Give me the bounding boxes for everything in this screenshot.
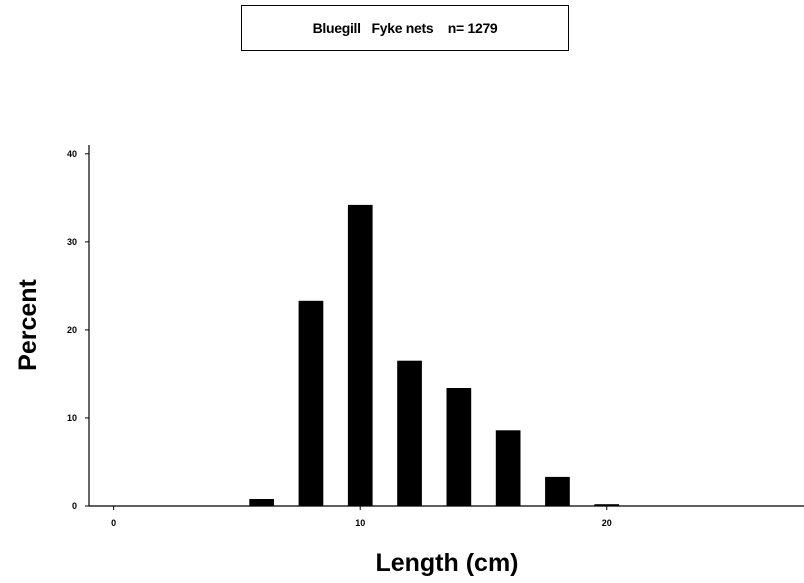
y-tick-label: 40	[67, 149, 77, 159]
bar-16	[495, 430, 521, 506]
bars-group	[249, 204, 620, 506]
y-tick-label: 30	[67, 237, 77, 247]
x-tick-label: 20	[602, 518, 612, 528]
bar-8	[298, 300, 324, 506]
x-tick-label: 10	[355, 518, 365, 528]
chart-title: Bluegill Fyke nets n= 1279	[241, 5, 569, 51]
bar-14	[446, 388, 472, 506]
x-ticks-group: 0 10 20	[111, 506, 612, 528]
x-tick-label: 0	[111, 518, 116, 528]
y-ticks-group: 0 10 20 30 40	[67, 149, 89, 511]
bar-10	[347, 204, 373, 506]
y-tick-label: 20	[67, 325, 77, 335]
bar-18	[545, 476, 570, 506]
bar-20	[594, 504, 620, 506]
y-tick-label: 0	[72, 501, 77, 511]
bar-6	[249, 499, 274, 506]
y-tick-label: 10	[67, 413, 77, 423]
bar-12	[397, 360, 422, 506]
x-axis-label: Length (cm)	[375, 549, 518, 577]
y-axis-label: Percent	[14, 278, 42, 370]
